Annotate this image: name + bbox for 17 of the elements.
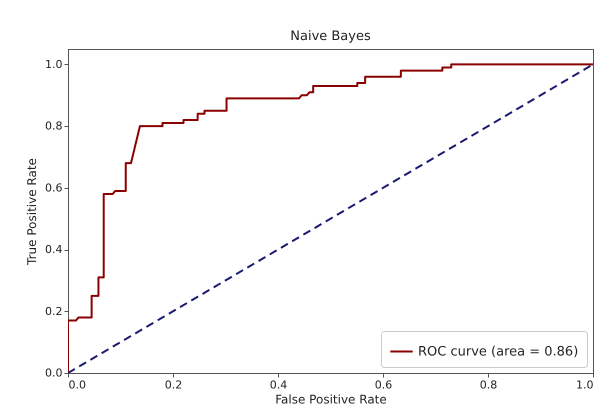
- line-series: [68, 63, 593, 373]
- x-axis-title: False Positive Rate: [275, 392, 387, 406]
- y-tick-label: 0.0: [45, 366, 62, 380]
- chart-title: Naive Bayes: [290, 29, 371, 44]
- x-tick-label: 0.0: [68, 378, 86, 392]
- y-tick-label: 1.0: [45, 58, 62, 71]
- x-tick-label: 0.2: [164, 378, 182, 392]
- y-tick-label: 0.2: [45, 304, 62, 318]
- x-tick-label: 0.4: [270, 378, 288, 392]
- x-tick-label: 0.8: [480, 378, 498, 392]
- y-axis-title: True Positive Rate: [25, 158, 40, 266]
- x-tick-label: 0.6: [374, 378, 392, 392]
- x-tick-label: 1.0: [576, 378, 594, 392]
- y-tick-label: 0.4: [45, 243, 62, 256]
- legend-label: ROC curve (area = 0.86): [418, 344, 578, 360]
- y-tick-label: 0.6: [45, 181, 62, 194]
- y-tick-label: 0.8: [45, 120, 62, 133]
